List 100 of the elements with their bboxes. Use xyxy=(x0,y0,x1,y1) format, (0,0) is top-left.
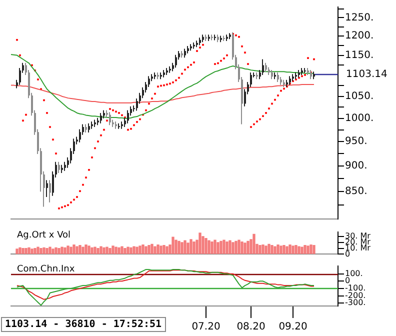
bar xyxy=(72,244,76,254)
bar xyxy=(166,246,168,254)
bar xyxy=(186,242,190,254)
bar xyxy=(184,240,186,254)
bar xyxy=(276,244,280,254)
bar xyxy=(258,245,262,254)
bar xyxy=(142,244,144,254)
bar xyxy=(178,240,180,254)
bar xyxy=(16,248,18,254)
bar xyxy=(172,236,174,254)
y-tick-label: 900. xyxy=(345,160,368,172)
bar xyxy=(136,246,138,254)
y-tick-label: 950. xyxy=(345,136,368,148)
bar xyxy=(96,248,100,254)
chart-title: Ag.Ort x Vol xyxy=(17,230,71,241)
y-tick-label: 850. xyxy=(345,186,368,198)
bar xyxy=(294,245,298,254)
y-tick-label: 1000. xyxy=(345,112,374,124)
bar xyxy=(42,247,46,254)
bar xyxy=(306,246,310,254)
bar xyxy=(28,247,30,254)
y-tick-label: -100. xyxy=(345,284,366,293)
bar xyxy=(76,246,78,254)
bar xyxy=(300,246,304,254)
y-tick-label: 1200. xyxy=(345,30,374,42)
bar xyxy=(66,246,70,254)
bar xyxy=(160,246,162,254)
bar xyxy=(132,246,136,254)
x-tick-label: 07.20 xyxy=(192,322,220,333)
bar xyxy=(70,246,72,254)
bar xyxy=(244,242,246,254)
bar xyxy=(22,248,24,254)
bar xyxy=(274,246,276,254)
bar xyxy=(312,245,316,254)
bar xyxy=(216,242,220,254)
x-tick-label: 08.20 xyxy=(236,322,266,333)
bar xyxy=(252,234,256,254)
bar xyxy=(280,246,282,254)
bar xyxy=(82,246,84,254)
bar xyxy=(130,247,132,254)
bar xyxy=(100,246,102,254)
y-tick-label: 1150. xyxy=(345,50,374,61)
bar xyxy=(270,245,274,254)
bar xyxy=(94,246,96,254)
bar xyxy=(208,240,210,254)
bar xyxy=(36,246,40,254)
bar xyxy=(88,246,90,254)
bar xyxy=(190,239,192,254)
chart-title: Com.Chn.Inx xyxy=(17,264,76,275)
bar xyxy=(220,240,222,254)
bar xyxy=(228,240,232,254)
bar xyxy=(138,246,142,254)
bar xyxy=(298,246,300,254)
y-tick-label: 100. xyxy=(345,268,363,278)
bar xyxy=(226,241,228,254)
bar xyxy=(46,248,48,254)
bar xyxy=(310,244,312,254)
bar xyxy=(180,242,184,254)
bar xyxy=(156,244,160,254)
bar xyxy=(282,245,286,254)
bar xyxy=(246,240,250,254)
y-tick-label: 1050. xyxy=(345,90,374,102)
bar xyxy=(144,246,148,254)
bar xyxy=(34,248,36,254)
bar xyxy=(264,246,268,254)
bar xyxy=(148,245,150,254)
bar xyxy=(240,241,244,254)
bar xyxy=(238,240,240,254)
bar xyxy=(106,246,108,254)
bar xyxy=(292,246,294,254)
bar xyxy=(150,244,154,254)
bar xyxy=(118,247,120,254)
ref-line-label: 1103.14 xyxy=(346,69,388,80)
bar xyxy=(304,245,306,254)
y-tick-label: 1250. xyxy=(345,12,374,24)
bar xyxy=(112,246,114,254)
text: 1103.14 - 36810 - 17:52:51 xyxy=(1,317,166,332)
bar xyxy=(30,248,34,254)
x-tick-label: 09.20 xyxy=(278,322,308,333)
bar xyxy=(232,242,234,254)
bar xyxy=(54,247,58,254)
bar xyxy=(192,241,196,254)
y-tick-label: -300. xyxy=(345,298,366,308)
bar xyxy=(84,244,88,254)
bar xyxy=(202,236,204,254)
bar xyxy=(114,246,118,254)
bar xyxy=(18,247,22,254)
bar xyxy=(268,244,270,254)
bar xyxy=(124,248,126,254)
bar xyxy=(24,248,28,254)
bar xyxy=(48,246,52,254)
bar xyxy=(52,248,54,254)
bar xyxy=(198,232,202,254)
y-tick-label: 0 xyxy=(345,276,350,286)
bar xyxy=(174,240,178,254)
bar xyxy=(108,248,112,254)
bar xyxy=(64,247,66,254)
bar xyxy=(286,246,288,254)
bar xyxy=(234,240,238,254)
bar xyxy=(102,247,106,254)
